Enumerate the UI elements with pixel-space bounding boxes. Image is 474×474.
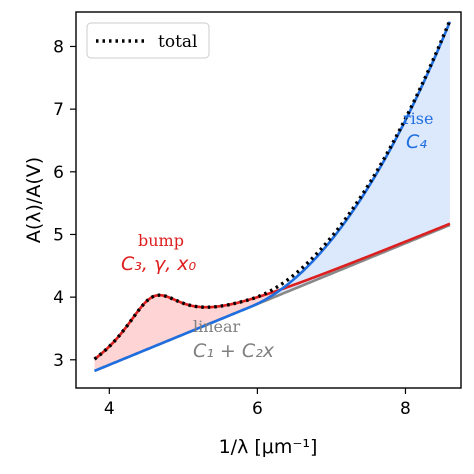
legend-label-total: total xyxy=(158,32,197,52)
y-tick-label: 4 xyxy=(53,288,64,308)
linear-params-label: C₁ + C₂x xyxy=(193,340,275,362)
x-tick-label: 4 xyxy=(104,399,115,419)
x-tick-label: 6 xyxy=(252,399,263,419)
annotations: bump C₃, γ, x₀ rise C₄ linear C₁ + C₂x xyxy=(121,109,433,362)
y-tick-label: 7 xyxy=(53,100,64,120)
y-tick-label: 8 xyxy=(53,37,64,57)
axis-ticks: 4 6 8 3 4 5 6 7 8 xyxy=(53,37,411,419)
series-total-line xyxy=(93,19,452,361)
x-axis-label: 1/λ [μm⁻¹] xyxy=(219,436,318,458)
y-tick-label: 5 xyxy=(53,225,64,245)
bump-label: bump xyxy=(138,231,184,250)
legend-box xyxy=(86,22,210,59)
linear-label: linear xyxy=(193,317,241,336)
rise-fill xyxy=(94,21,450,371)
y-tick-label: 6 xyxy=(53,163,64,183)
legend: total xyxy=(86,22,210,59)
rise-label: rise xyxy=(403,109,433,128)
y-tick-label: 3 xyxy=(53,351,64,371)
component-lines xyxy=(93,19,452,373)
y-axis-label: A(λ)/A(V) xyxy=(23,157,45,243)
x-tick-label: 8 xyxy=(400,399,411,419)
bump-params-label: C₃, γ, x₀ xyxy=(121,253,197,275)
rise-param-label: C₄ xyxy=(406,131,427,153)
component-fills xyxy=(94,21,450,371)
plot-frame xyxy=(75,11,462,389)
